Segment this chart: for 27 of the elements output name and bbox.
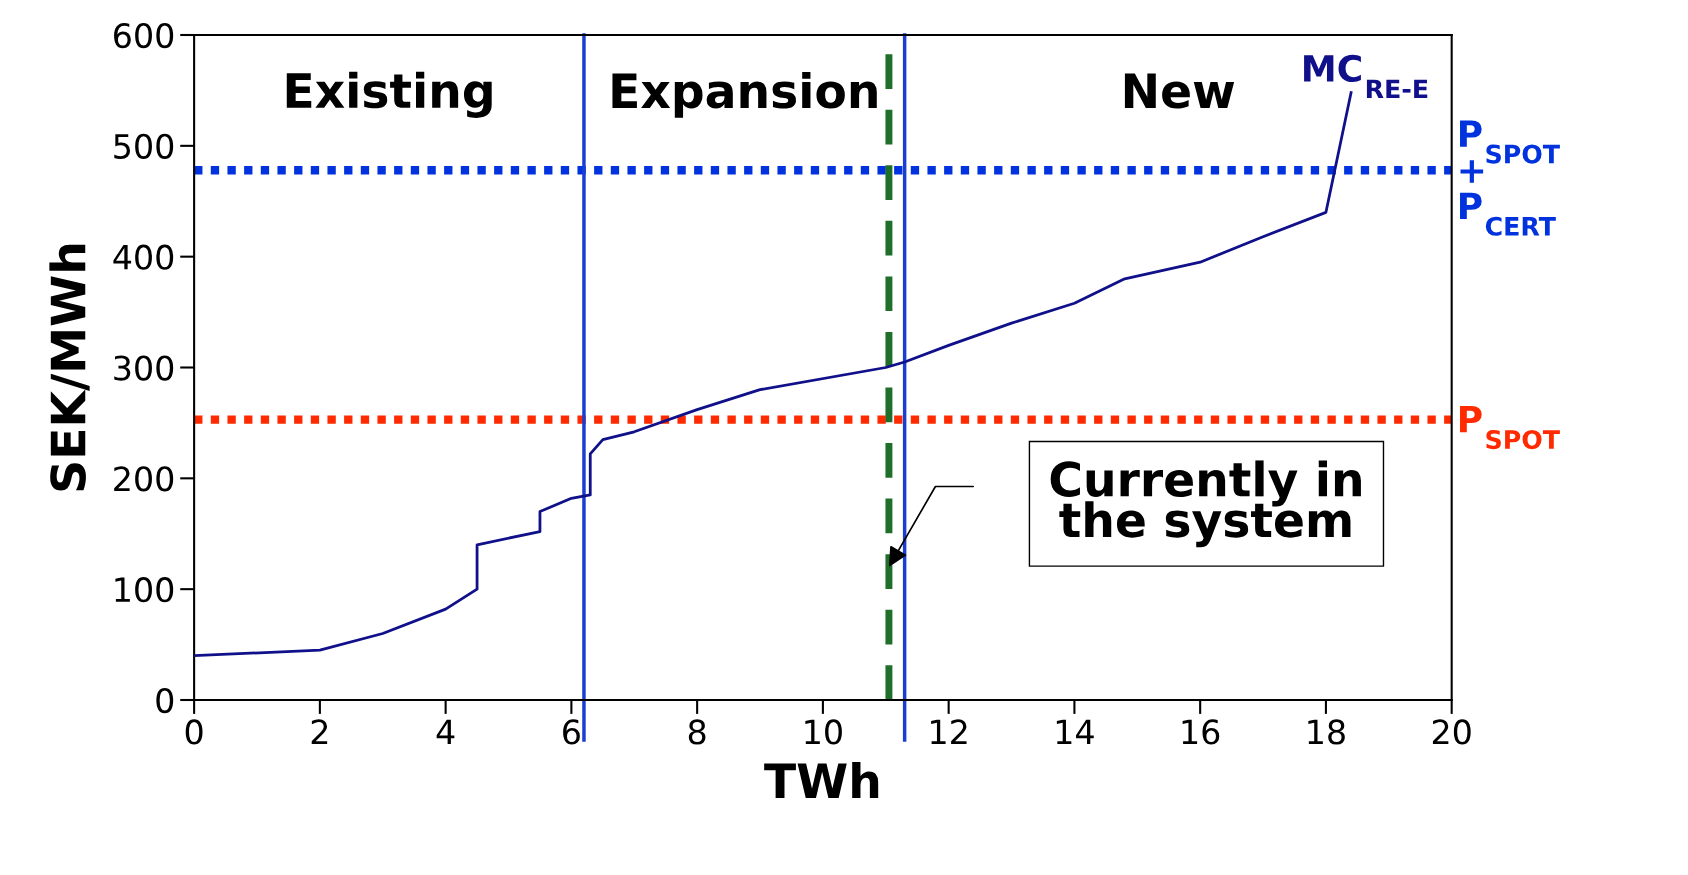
- annotation: Existing: [286, 71, 492, 118]
- x-tick-label: 14: [1056, 719, 1094, 745]
- y-tick-label: 0: [156, 687, 174, 714]
- x-tick-label: 0: [185, 719, 203, 745]
- y-tick-label: 100: [115, 577, 174, 603]
- ref-line-label: PSPOT: [1460, 405, 1560, 450]
- x-tick-label: 6: [563, 719, 580, 745]
- annotation: Expansion: [612, 72, 877, 118]
- x-axis-title: TWh: [764, 762, 879, 798]
- y-axis-title: SEK/MWh: [49, 244, 90, 491]
- y-tick-label: 300: [114, 355, 174, 381]
- x-tick-label: 8: [688, 719, 706, 745]
- y-tick-label: 400: [113, 244, 174, 270]
- x-tick-label: 16: [1182, 719, 1220, 745]
- x-tick-label: 12: [931, 719, 967, 745]
- y-tick-label: 600: [114, 22, 174, 49]
- y-tick-label: 500: [114, 133, 174, 159]
- series-label: MCRE-E: [1304, 54, 1428, 99]
- annotation: Currently in the system: [1050, 460, 1361, 548]
- x-tick-label: 2: [311, 719, 328, 745]
- y-tick-label: 200: [114, 466, 174, 492]
- x-tick-label: 10: [805, 719, 842, 745]
- x-tick-label: 18: [1308, 719, 1345, 745]
- ref-line-label: PSPOT + PCERT: [1460, 120, 1560, 236]
- annotation: New: [1124, 73, 1235, 109]
- x-tick-label: 20: [1432, 719, 1471, 745]
- x-tick-label: 4: [436, 719, 455, 745]
